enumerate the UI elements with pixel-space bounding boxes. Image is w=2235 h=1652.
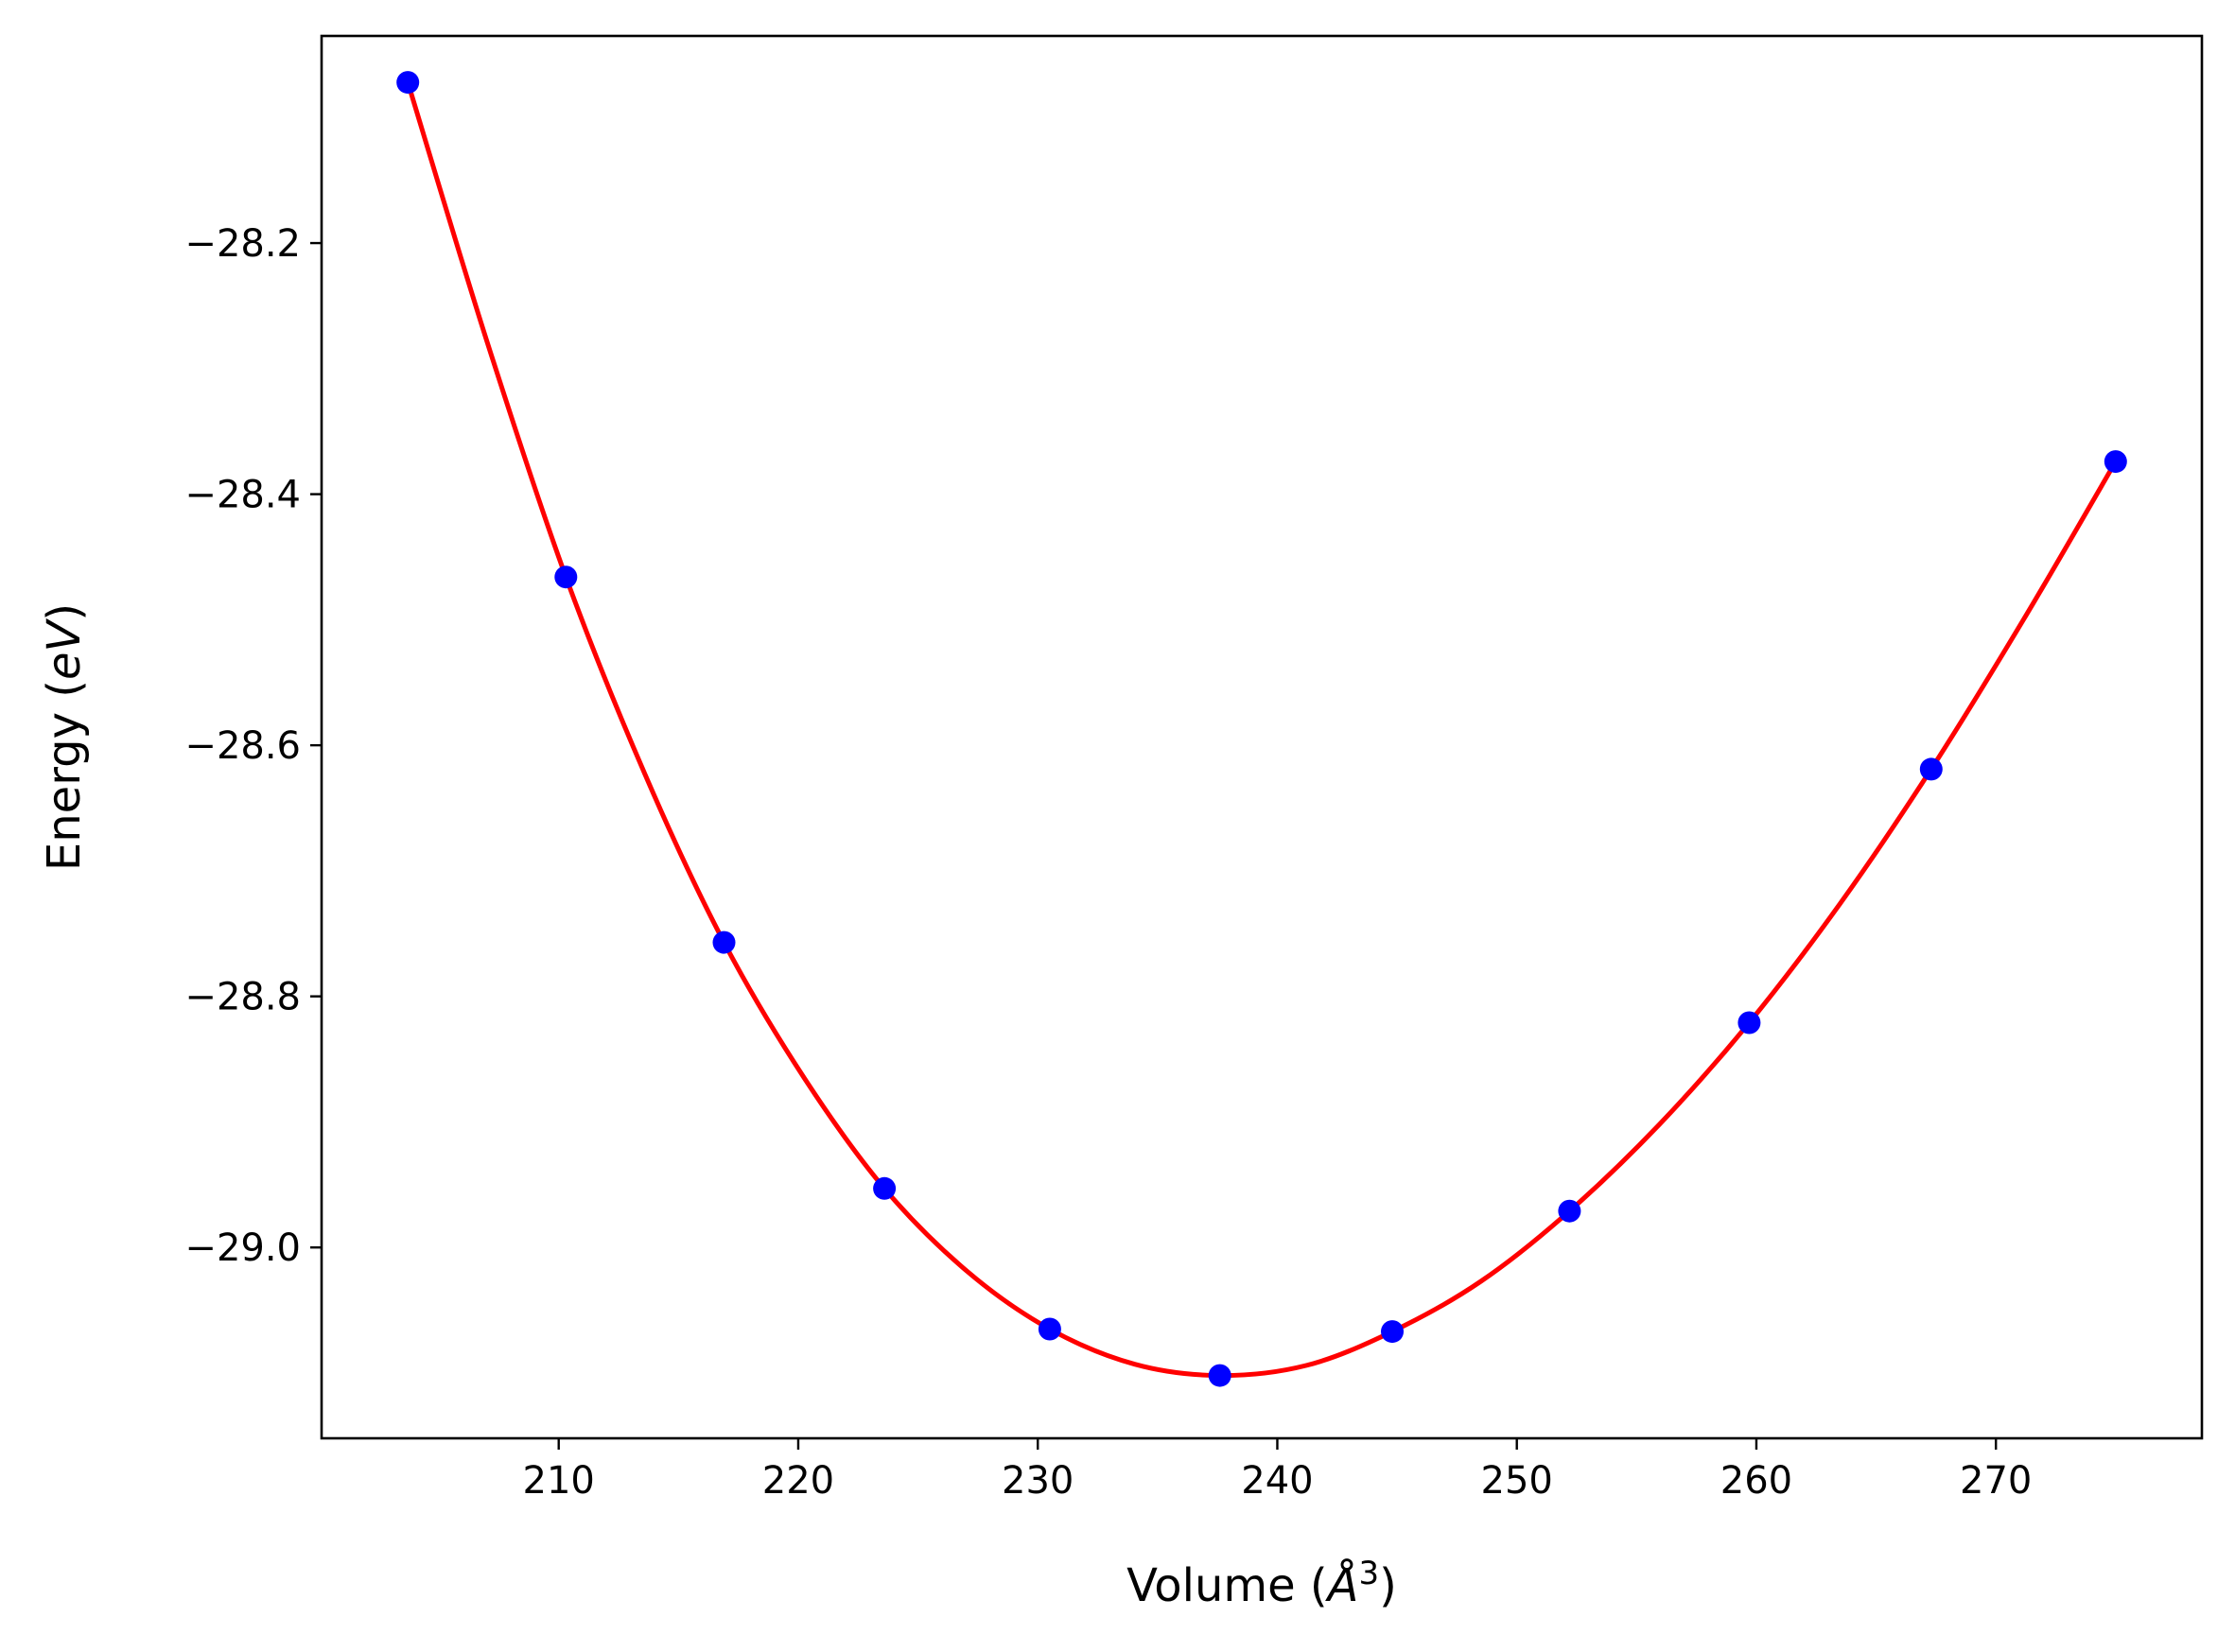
- data-point: [1208, 1364, 1231, 1387]
- y-axis-ticks: −28.2 −28.4 −28.6 −28.8 −29.0: [184, 222, 322, 1270]
- x-axis-ticks: 210 220 230 240 250 260 270: [523, 1438, 2032, 1503]
- data-point: [1558, 1199, 1581, 1223]
- x-tick-label: 220: [762, 1459, 834, 1503]
- data-point: [396, 71, 420, 95]
- data-point: [1919, 757, 1943, 781]
- data-point: [1038, 1317, 1061, 1341]
- fit-curve-layer: [405, 79, 2119, 1379]
- x-tick-label: 270: [1960, 1459, 2032, 1503]
- y-tick-label: −28.8: [184, 976, 301, 1019]
- y-tick-label: −28.6: [184, 724, 301, 768]
- x-tick-label: 210: [523, 1459, 595, 1503]
- fit-curve: [405, 79, 2119, 1379]
- x-tick-label: 260: [1720, 1459, 1792, 1503]
- x-tick-label: 250: [1481, 1459, 1553, 1503]
- y-tick-label: −28.4: [184, 474, 301, 517]
- data-point: [712, 930, 736, 954]
- y-tick-label: −29.0: [184, 1226, 301, 1270]
- x-tick-label: 240: [1241, 1459, 1313, 1503]
- y-tick-label: −28.2: [184, 222, 301, 266]
- data-points-layer: [396, 71, 2127, 1387]
- data-point: [1381, 1320, 1404, 1344]
- x-tick-label: 230: [1002, 1459, 1074, 1503]
- data-point: [2104, 450, 2127, 474]
- y-axis-label: Energy (eV): [38, 603, 91, 871]
- data-point: [1737, 1011, 1761, 1035]
- data-point: [873, 1176, 897, 1200]
- data-point: [554, 565, 578, 589]
- x-axis-label: Volume (Å3): [1126, 1555, 1397, 1612]
- plot-area-frame: [320, 34, 2204, 1440]
